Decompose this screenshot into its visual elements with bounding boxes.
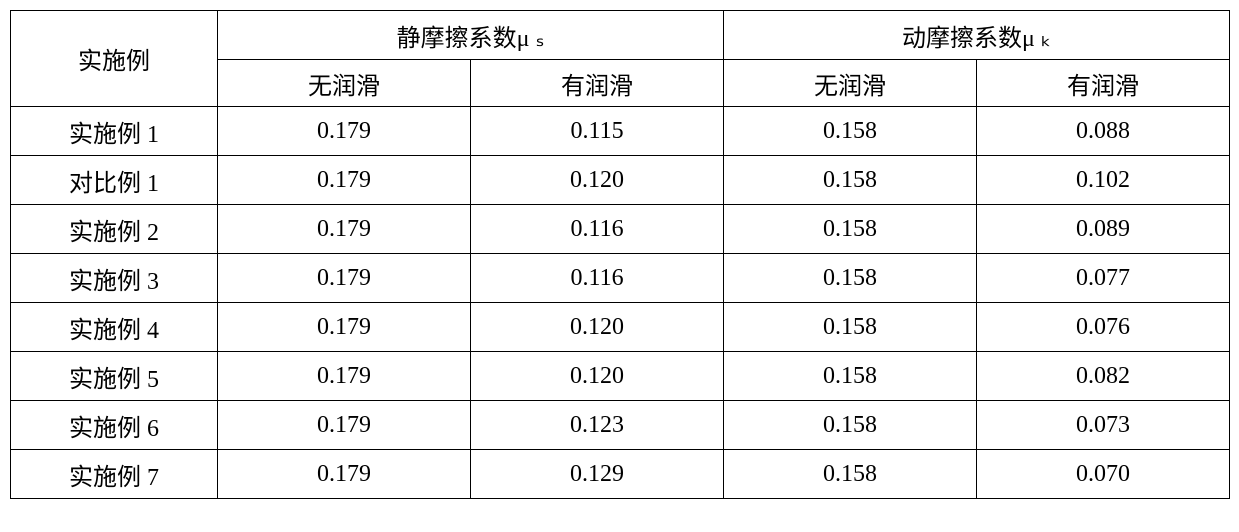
table-row: 实施例 1 0.179 0.115 0.158 0.088 (11, 107, 1230, 156)
table-row: 实施例 7 0.179 0.129 0.158 0.070 (11, 450, 1230, 499)
cell-muk-dry: 0.158 (724, 450, 977, 499)
table-row: 实施例 2 0.179 0.116 0.158 0.089 (11, 205, 1230, 254)
cell-muk-lub: 0.070 (977, 450, 1230, 499)
cell-mus-dry: 0.179 (218, 401, 471, 450)
row-label: 实施例 1 (11, 107, 218, 156)
cell-muk-lub: 0.082 (977, 352, 1230, 401)
cell-muk-lub: 0.073 (977, 401, 1230, 450)
cell-mus-dry: 0.179 (218, 254, 471, 303)
cell-muk-lub: 0.102 (977, 156, 1230, 205)
cell-muk-dry: 0.158 (724, 401, 977, 450)
cell-muk-dry: 0.158 (724, 303, 977, 352)
cell-muk-lub: 0.089 (977, 205, 1230, 254)
cell-muk-dry: 0.158 (724, 205, 977, 254)
cell-mus-lub: 0.116 (471, 205, 724, 254)
table-row: 实施例 4 0.179 0.120 0.158 0.076 (11, 303, 1230, 352)
cell-mus-dry: 0.179 (218, 205, 471, 254)
table-row: 实施例 6 0.179 0.123 0.158 0.073 (11, 401, 1230, 450)
subheader-kinetic-lube: 有润滑 (977, 60, 1230, 107)
cell-muk-dry: 0.158 (724, 352, 977, 401)
row-label: 实施例 6 (11, 401, 218, 450)
friction-coefficient-table: 实施例 静摩擦系数μ ₛ 动摩擦系数μ ₖ 无润滑 有润滑 无润滑 有润滑 实施… (10, 10, 1230, 499)
row-label: 对比例 1 (11, 156, 218, 205)
header-static-friction: 静摩擦系数μ ₛ (218, 11, 724, 60)
cell-mus-dry: 0.179 (218, 303, 471, 352)
cell-muk-lub: 0.077 (977, 254, 1230, 303)
cell-mus-lub: 0.120 (471, 156, 724, 205)
cell-mus-dry: 0.179 (218, 156, 471, 205)
header-kinetic-friction: 动摩擦系数μ ₖ (724, 11, 1230, 60)
cell-mus-lub: 0.123 (471, 401, 724, 450)
cell-muk-dry: 0.158 (724, 156, 977, 205)
row-label: 实施例 5 (11, 352, 218, 401)
row-label: 实施例 2 (11, 205, 218, 254)
row-label: 实施例 4 (11, 303, 218, 352)
table-row: 实施例 3 0.179 0.116 0.158 0.077 (11, 254, 1230, 303)
cell-mus-lub: 0.129 (471, 450, 724, 499)
table-row: 对比例 1 0.179 0.120 0.158 0.102 (11, 156, 1230, 205)
subheader-kinetic-no-lube: 无润滑 (724, 60, 977, 107)
row-label: 实施例 3 (11, 254, 218, 303)
cell-mus-dry: 0.179 (218, 107, 471, 156)
cell-mus-dry: 0.179 (218, 352, 471, 401)
cell-mus-lub: 0.116 (471, 254, 724, 303)
table-row: 实施例 5 0.179 0.120 0.158 0.082 (11, 352, 1230, 401)
cell-mus-lub: 0.120 (471, 303, 724, 352)
cell-muk-lub: 0.076 (977, 303, 1230, 352)
row-label: 实施例 7 (11, 450, 218, 499)
header-example: 实施例 (11, 11, 218, 107)
cell-mus-lub: 0.120 (471, 352, 724, 401)
cell-mus-dry: 0.179 (218, 450, 471, 499)
cell-muk-lub: 0.088 (977, 107, 1230, 156)
table-body: 实施例 1 0.179 0.115 0.158 0.088 对比例 1 0.17… (11, 107, 1230, 499)
cell-mus-lub: 0.115 (471, 107, 724, 156)
cell-muk-dry: 0.158 (724, 254, 977, 303)
cell-muk-dry: 0.158 (724, 107, 977, 156)
subheader-static-lube: 有润滑 (471, 60, 724, 107)
subheader-static-no-lube: 无润滑 (218, 60, 471, 107)
